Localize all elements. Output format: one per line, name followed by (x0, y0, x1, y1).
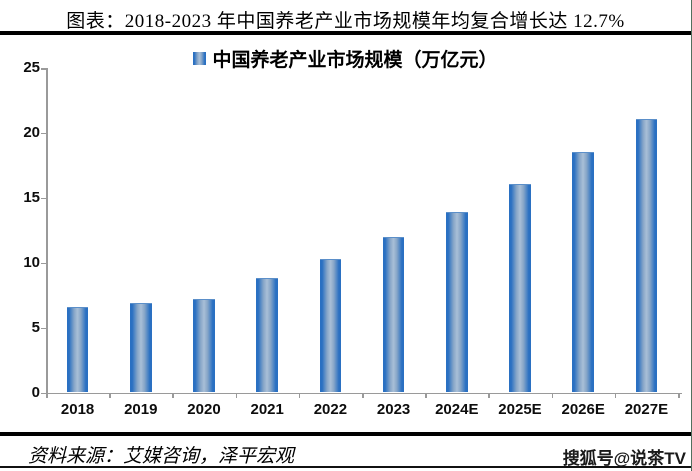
bar-2023 (382, 236, 405, 393)
y-tick (41, 392, 46, 394)
bar-2021 (256, 278, 278, 393)
y-axis-label: 15 (23, 188, 40, 206)
bar-2024E (446, 212, 468, 393)
y-axis-label: 25 (23, 59, 40, 76)
bar-2020 (193, 299, 215, 393)
x-tick (235, 392, 238, 398)
y-axis-label: 10 (23, 253, 40, 271)
title-divider-line (0, 31, 691, 35)
x-tick (614, 392, 617, 398)
x-axis-label: 2027E (624, 400, 669, 418)
y-axis (46, 68, 48, 398)
x-tick (46, 392, 48, 398)
y-tick (41, 68, 46, 70)
x-axis-label: 2026E (561, 400, 605, 418)
x-tick (109, 392, 111, 398)
x-axis-label: 2020 (187, 400, 221, 418)
bar-2019 (130, 302, 152, 393)
y-tick (41, 262, 46, 265)
legend-swatch-icon (193, 52, 207, 65)
x-tick (362, 392, 364, 398)
legend-label: 中国养老产业市场规模（万亿元） (212, 50, 498, 71)
bar-2018 (66, 306, 89, 393)
y-axis-label: 0 (31, 383, 40, 401)
source-note: 资料来源：艾媒咨询，泽平宏观 (28, 446, 295, 467)
x-axis (46, 392, 682, 394)
x-axis-label: 2022 (313, 400, 348, 418)
bar-2026E (572, 152, 594, 393)
x-axis-label: 2025E (498, 400, 542, 418)
bar-2025E (509, 183, 531, 393)
y-axis-label: 5 (31, 318, 40, 336)
x-axis-label: 2024E (435, 400, 479, 418)
bar-2022 (319, 258, 342, 393)
x-tick (298, 392, 301, 398)
x-tick (678, 392, 680, 398)
bar-2027E (635, 118, 658, 393)
x-tick (551, 392, 554, 398)
y-axis-label: 20 (23, 123, 40, 141)
chart-legend: 中国养老产业市场规模（万亿元） (0, 45, 691, 72)
x-axis-label: 2019 (124, 400, 158, 418)
y-tick (41, 132, 46, 135)
x-axis-label: 2023 (376, 400, 411, 418)
x-tick (425, 392, 427, 398)
footer-divider-line (0, 432, 691, 436)
y-tick (41, 197, 46, 200)
watermark-text: 搜狐号@说茶TV (562, 449, 686, 468)
bottom-border-line (0, 466, 691, 468)
x-axis-label: 2021 (250, 400, 284, 418)
y-tick (41, 327, 46, 330)
x-axis-label: 2018 (60, 400, 95, 418)
x-tick (172, 392, 174, 398)
page-title: 图表：2018-2023 年中国养老产业市场规模年均复合增长达 12.7% (66, 11, 625, 32)
x-tick (488, 392, 490, 398)
